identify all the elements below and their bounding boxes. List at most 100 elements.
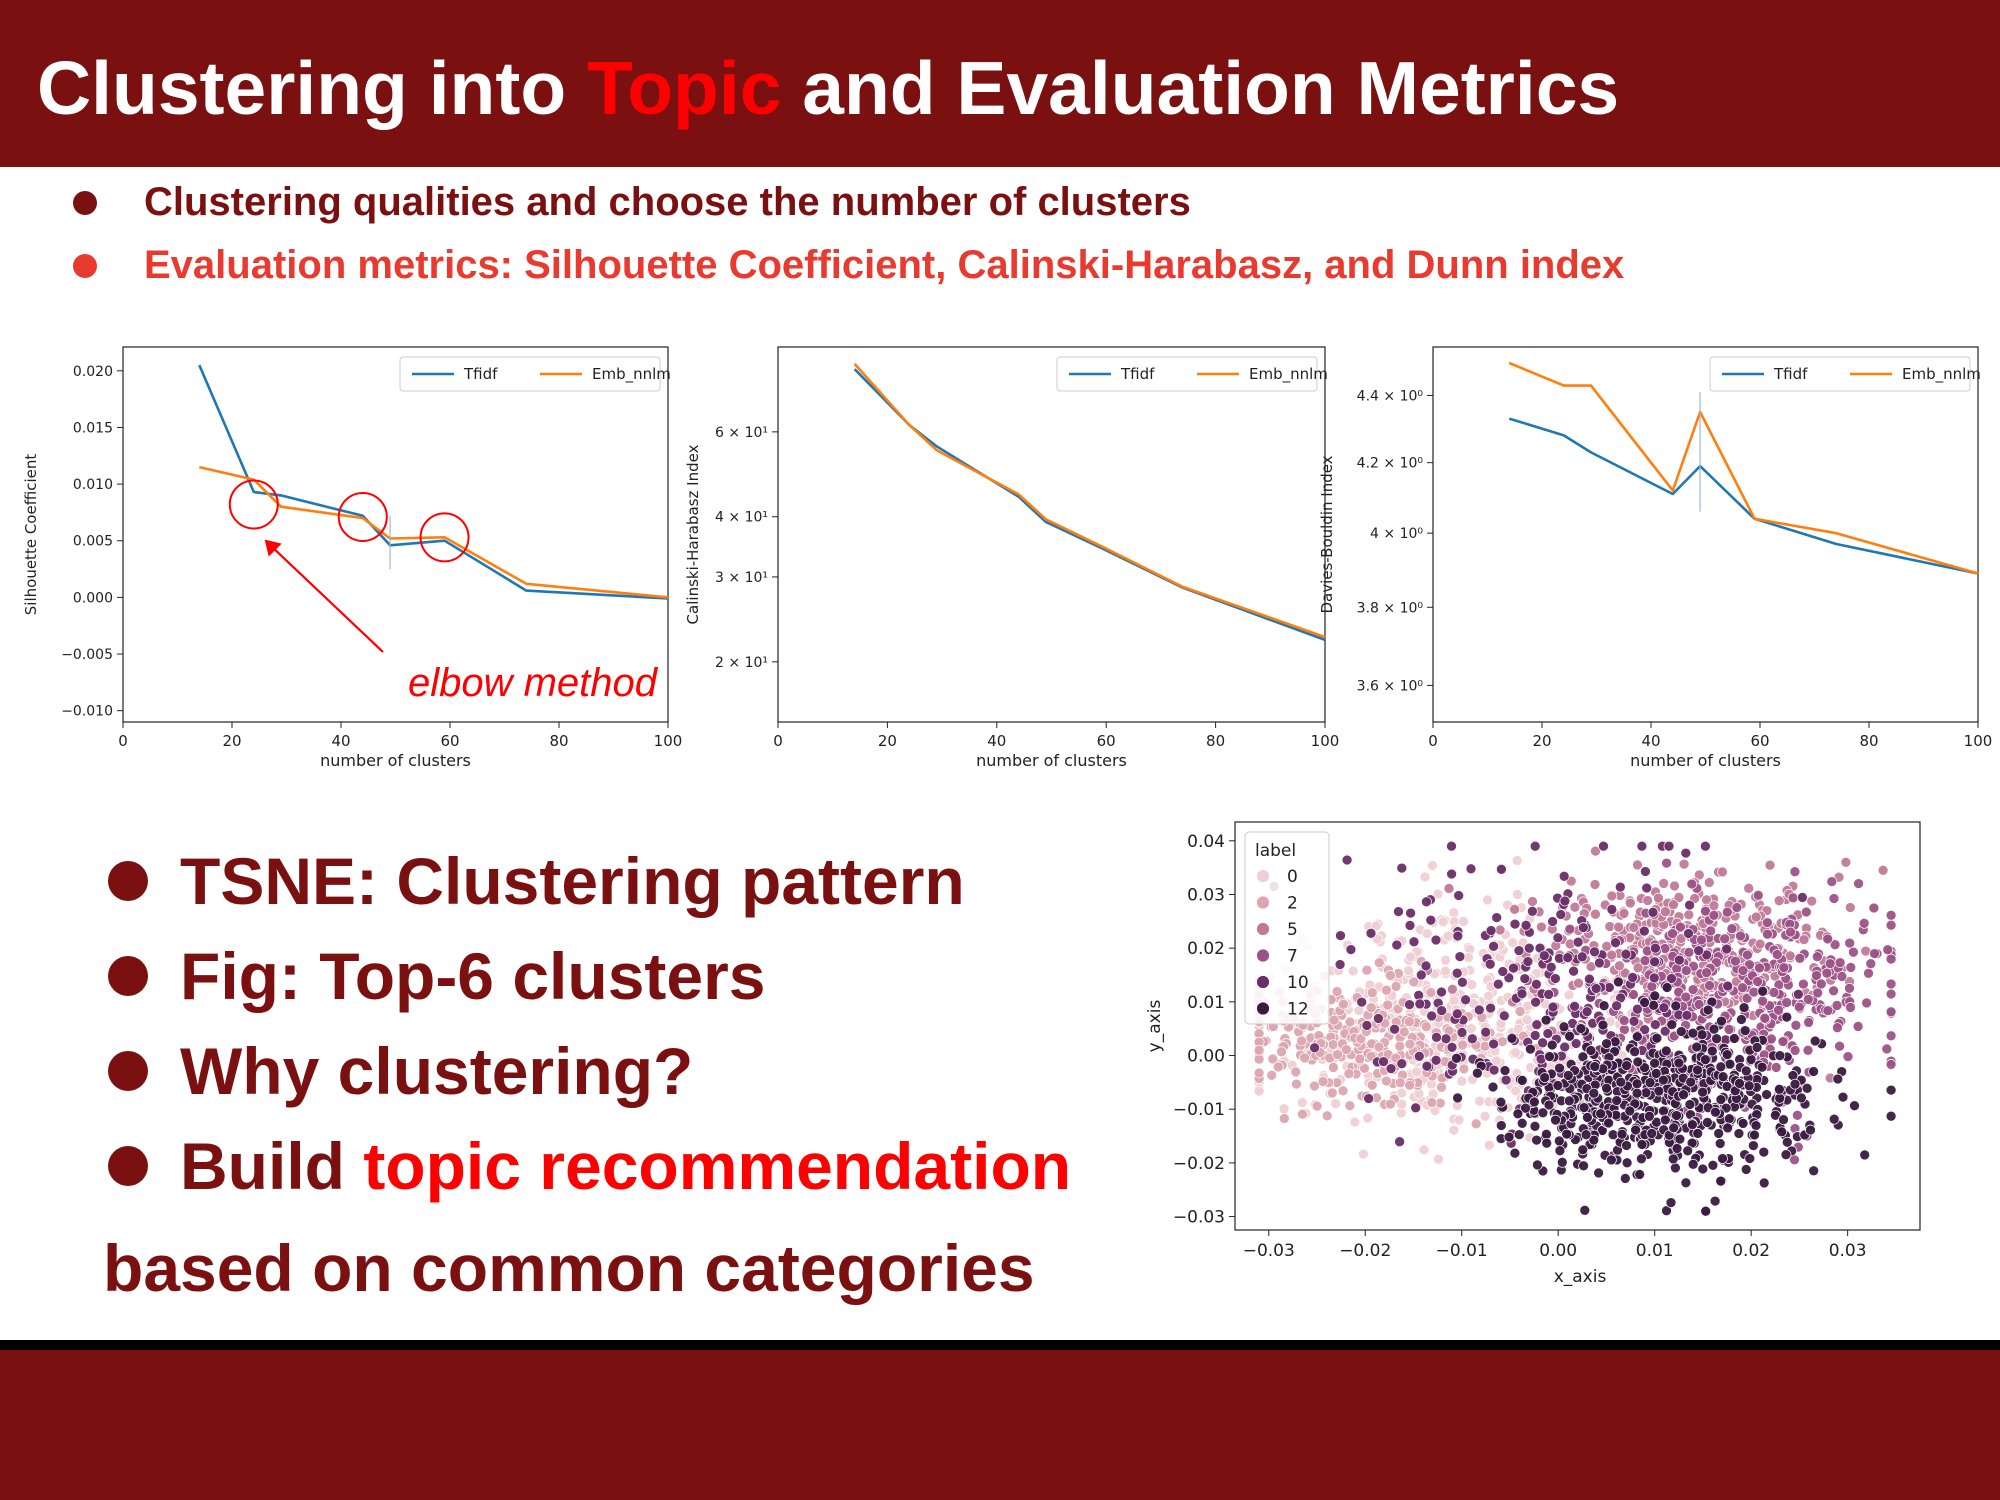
legend-marker [1256,1001,1270,1016]
scatter-point [1396,1098,1408,1110]
scatter-point [1802,994,1814,1005]
scatter-point [1671,1143,1683,1154]
scatter-point [1458,1063,1470,1075]
silhouette-chart: 0 20 40 60 80 100 0.020 0.015 0.010 0.005 0.000 −0.… [22,346,682,770]
series-line-emb-nnlm [1508,361,1979,575]
scatter-point [1831,1000,1843,1011]
scatter-point [1649,1019,1661,1030]
scatter-point [1520,919,1532,931]
scatter-point [1495,1120,1507,1131]
scatter-point [1613,976,1624,988]
scatter-point [1266,1069,1278,1081]
scatter-point [1335,930,1346,941]
scatter-point [1382,999,1394,1011]
title-highlight: Topic [586,46,782,130]
scatter-point [1700,1205,1712,1217]
scatter-point [1547,916,1558,927]
scatter-point [1792,1109,1803,1121]
scatter-point [1495,1096,1507,1108]
scatter-point [1624,1105,1636,1117]
tsne-scatter-chart: −0.03 −0.02 −0.01 0.00 0.01 0.02 0.03 0.04 0.03 0… [1145,821,1921,1287]
scatter-point [1636,840,1648,852]
scatter-point [1513,945,1525,956]
scatter-point [1359,1062,1370,1074]
scatter-point [1693,945,1705,956]
scatter-point [1834,957,1846,968]
scatter-point [1327,1039,1339,1050]
scatter-point [1508,962,1519,974]
scatter-point [1541,1137,1553,1149]
scatter-point [1653,892,1664,904]
scatter-point [1680,847,1692,859]
scatter-point [1750,1120,1762,1131]
scatter-point [1650,1068,1662,1079]
scatter-point [1598,840,1609,852]
scatter-point [1484,958,1496,970]
scatter-point [1575,1023,1587,1034]
scatter-point [1581,1006,1593,1018]
scatter-point [1740,1065,1752,1077]
scatter-point [1433,1153,1444,1165]
scatter-point [1754,962,1765,974]
scatter-point [1601,1082,1612,1094]
scatter-point [1770,1062,1782,1073]
scatter-point [1821,967,1833,979]
scatter-point [1334,959,1346,970]
scatter-point [1766,1033,1777,1045]
scatter-point [1311,1100,1323,1112]
scatter-point [1706,1045,1718,1057]
scatter-point [1332,1049,1343,1060]
scatter-point [1748,986,1760,998]
scatter-point [1408,976,1420,988]
scatter-point [1404,1016,1415,1028]
y-tick-label: 0.015 [73,420,113,436]
scatter-point [1687,1158,1699,1170]
scatter-point [1361,1020,1373,1031]
legend-marker [1256,922,1270,936]
scatter-point [1525,1043,1536,1055]
scatter-point [1452,930,1464,942]
scatter-point [1828,1113,1840,1125]
scatter-point [1503,1131,1515,1143]
scatter-point [1686,878,1698,890]
scatter-point [1736,1014,1747,1025]
x-tick-label: −0.02 [1339,1241,1391,1261]
scatter-point [1542,1028,1554,1039]
scatter-point [1385,1063,1397,1074]
scatter-point [1509,918,1521,930]
scatter-point [1627,972,1638,983]
scatter-point [1426,1010,1437,1022]
y-tick-label: 0.005 [73,534,113,550]
scatter-point [1500,1074,1512,1086]
scatter-point [1869,948,1880,959]
scatter-point [1836,971,1848,982]
scatter-point [1414,998,1426,1010]
scatter-point [1700,905,1711,917]
scatter-point [1759,1012,1771,1024]
scatter-point [1701,967,1712,978]
scatter-point [1680,965,1692,976]
scatter-point [1621,1157,1633,1169]
scatter-point [1822,933,1834,945]
scatter-point [1405,907,1416,919]
scatter-point [1754,938,1766,950]
scatter-point [1761,1089,1772,1100]
scatter-point [1709,1195,1721,1207]
scatter-point [1594,957,1605,969]
scatter-point [1773,895,1785,907]
scatter-point [1658,878,1670,889]
scatter-point [1541,1128,1552,1140]
scatter-point [1877,864,1889,876]
x-tick-label: 20 [878,732,897,750]
scatter-point [1458,916,1469,927]
scatter-point [1606,1154,1617,1166]
scatter-point [1822,1005,1834,1016]
scatter-point [1405,951,1416,963]
davies-bouldin-chart: 0 20 40 60 80 100 4.4 × 10⁰ 4.2 × 10⁰ 4 × 10⁰ 3.8… [1320,346,1992,770]
scatter-point [1682,1145,1694,1157]
scatter-point [1338,998,1349,1010]
scatter-point [1708,1023,1720,1035]
scatter-point [1678,1089,1689,1101]
bullet-dot [73,190,97,215]
bullet-text: Fig: Top-6 clusters [180,939,766,1013]
